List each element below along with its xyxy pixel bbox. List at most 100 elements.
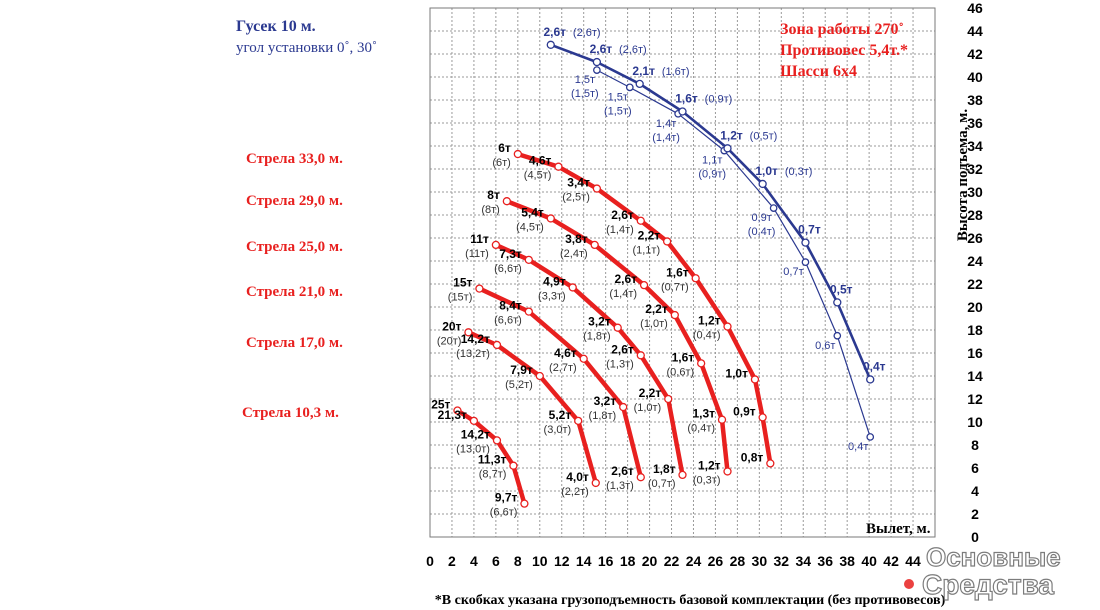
capacity-label: 25т [431,398,450,412]
jib-capacity-label: 1,6т [675,92,698,106]
x-tick-label: 10 [532,553,548,569]
boom-curve-point [524,255,533,265]
jib-curve-30-point [801,258,810,266]
y-tick-label: 40 [967,69,983,85]
y-tick-label: 0 [971,529,979,545]
boom-curve-point [758,413,767,422]
capacity-label: 2,6т [611,464,634,478]
base-capacity-label: (6,6т) [490,507,518,519]
jib-capacity-label: 0,7т [798,223,821,237]
x-axis-title: Вылет, м. [866,521,931,537]
capacity-label: 5,4т [521,205,544,219]
capacity-label: 1,8т [653,462,676,476]
watermark-line2: Средства [922,569,1054,600]
y-tick-label: 10 [967,414,983,430]
axes: 0 2 4 6 8 10 12 14 16 18 20 22 24 26 28 30 32 34 36 38 40 42 4… [426,0,983,569]
y-tick-label: 44 [967,23,983,39]
capacity-label: 2,2т [638,228,661,242]
capacity-label: 11,3т [478,453,507,467]
boom-curve-point [636,473,645,482]
base-capacity-label: (2,7т) [549,362,577,374]
x-tick-label: 42 [883,553,899,569]
base-capacity-label: (3,0т) [544,424,572,436]
watermark-logo: Основные Средства [904,541,1061,601]
boom-curve-point [520,499,529,508]
base-capacity-label: (0,6т) [667,366,695,378]
plot-frame [429,7,936,538]
x-tick-label: 34 [795,553,811,569]
boom-curve-point [509,461,518,470]
y-tick-label: 4 [971,483,979,499]
boom-curve-point [636,216,645,225]
jib30-capacity-label: 1,5т [608,91,628,103]
boom-curve-point [639,280,649,290]
base-capacity-label: (1,8т) [583,331,611,343]
base-capacity-label: (0,4т) [693,330,721,342]
y-tick-label: 42 [967,46,983,62]
capacity-label: 4,6т [554,346,577,360]
jib30-capacity-label: 1,5т [575,74,595,86]
boom-curve-point [697,359,706,368]
watermark-line1: Основные [926,542,1061,572]
jib-base-capacity-label: (0,5т) [750,130,778,142]
base-capacity-label: (8,7т) [479,469,507,481]
jib-curve-0-point [546,40,555,49]
boom-curve-point [464,328,473,337]
capacity-label: 0,8т [741,450,764,464]
jib-capacity-label: 2,6т [543,25,566,39]
boom-curve-point [691,274,700,283]
capacity-label: 1,6т [672,350,695,364]
y-tick-label: 16 [967,345,983,361]
y-tick-label: 8 [971,437,979,453]
y-tick-label: 18 [967,322,983,338]
base-capacity-label: (11т) [465,248,489,260]
boom-curve-point [524,307,533,316]
jib-capacity-label: 1,2т [720,128,743,142]
jib30-capacity-label: 1,4т [656,118,676,130]
jib-base-capacity-label: (0,9т) [705,94,733,106]
jib-capacity-label: 2,6т [590,42,613,56]
jib-capacity-label: 0,5т [830,282,853,296]
jib-curve-30-point [833,331,842,340]
capacity-label: 3,2т [594,394,617,408]
boom-label-10: Стрела 10,3 м. [242,405,339,421]
boom-curve-point [502,197,511,206]
jib-curves [546,40,875,441]
base-capacity-label: (4,5т) [516,221,544,233]
boom-curve-point [723,467,732,476]
x-tick-label: 36 [817,553,833,569]
base-capacity-label: (1,3т) [606,358,634,370]
base-capacity-label: (1,4т) [606,224,634,236]
capacity-label: 6т [498,141,511,155]
boom-curve-point [723,322,732,331]
x-tick-label: 44 [905,553,921,569]
base-capacity-label: (8т) [481,204,499,216]
capacity-label: 2,2т [639,386,662,400]
boom-curve-point [591,478,600,488]
x-tick-label: 4 [470,553,478,569]
y-tick-label: 46 [967,0,983,16]
boom-curve-point [475,284,484,293]
y-tick-label: 28 [967,207,983,223]
base-capacity-label: (15т) [448,292,473,304]
x-tick-label: 18 [620,553,636,569]
jib-base-capacity-label: (0,3т) [785,166,813,178]
capacity-label: 3,2т [588,315,611,329]
boom-curve-point [568,283,577,292]
capacity-label: 4,9т [543,274,566,288]
base-capacity-label: (4,5т) [524,170,552,182]
boom-label-17: Стрела 17,0 м. [246,335,343,351]
x-tick-label: 20 [642,553,658,569]
capacity-label: 21,3т [438,408,467,422]
boom-curve-point [492,436,502,445]
base-capacity-label: (6т) [492,157,510,169]
capacity-label: 1,0т [725,366,748,380]
x-tick-label: 22 [664,553,680,569]
boom-label-33: Стрела 33,0 м. [246,151,343,167]
info-line-counterweight: Противовес 5,4т.* [780,42,908,59]
capacity-label: 2,6т [611,342,634,356]
jib-curve-0-point [758,179,767,189]
boom-curve-0 [515,151,773,466]
jib-curve-0-point [866,375,875,384]
